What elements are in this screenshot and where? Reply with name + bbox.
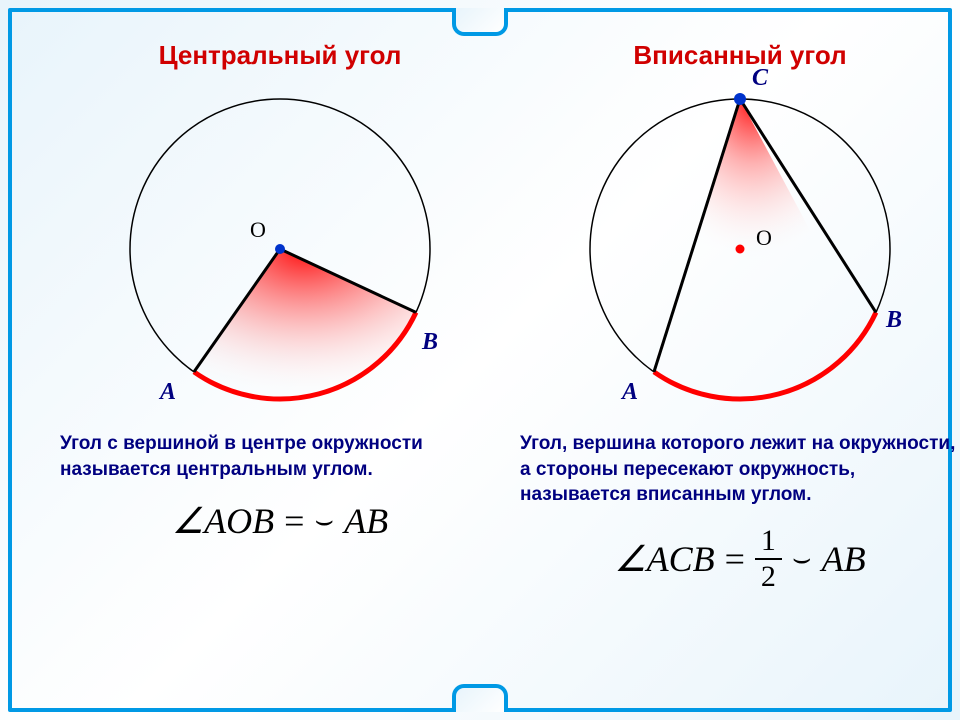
inscribed-angle-column: Вписанный угол [520, 40, 960, 592]
formula-rhs: AB [822, 538, 866, 580]
label-B-right: В [886, 307, 902, 334]
inscribed-angle-title: Вписанный угол [520, 40, 960, 71]
formula-rhs: AB [344, 500, 388, 542]
arc-symbol: ⌣ [792, 542, 812, 576]
formula-eq: = [284, 500, 304, 542]
label-B-left: В [422, 329, 438, 356]
inscribed-angle-svg [560, 79, 920, 419]
label-O-right: О [756, 225, 772, 251]
formula-lhs: ∠AOB [172, 500, 274, 542]
label-C-right: С [752, 65, 768, 92]
central-angle-title: Центральный угол [60, 40, 500, 71]
formula-lhs: ∠ACB [614, 538, 714, 580]
central-angle-formula: ∠AOB = ⌣ AB [60, 500, 500, 542]
central-angle-diagram: О А В [100, 79, 460, 419]
inscribed-angle-description: Угол, вершина которого лежит на окружнос… [520, 431, 960, 508]
label-A-left: А [160, 379, 176, 406]
central-angle-svg [100, 79, 460, 419]
formula-eq: = [725, 538, 745, 580]
slide-content: Центральный угол [20, 20, 940, 700]
label-O-left: О [250, 217, 266, 243]
arc-symbol: ⌣ [314, 504, 334, 538]
formula-fraction: 1 2 [755, 526, 782, 592]
central-angle-description: Угол с вершиной в центре окружности назы… [60, 431, 500, 482]
inscribed-angle-diagram: С О А В [560, 79, 920, 419]
central-angle-column: Центральный угол [60, 40, 500, 542]
label-A-right: А [622, 379, 638, 406]
frac-num: 1 [755, 526, 782, 560]
frac-den: 2 [761, 560, 776, 592]
inscribed-angle-formula: ∠ACB = 1 2 ⌣ AB [520, 526, 960, 592]
